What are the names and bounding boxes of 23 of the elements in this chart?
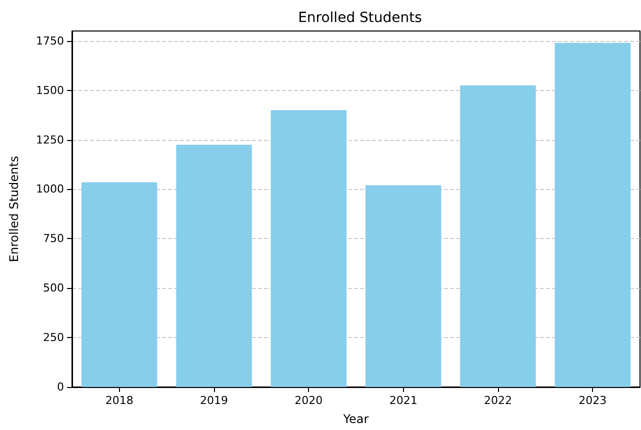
bar (270, 110, 347, 387)
bar (176, 144, 252, 387)
x-tick-label: 2020 (294, 394, 323, 407)
y-tick-label: 1500 (36, 84, 64, 97)
bar (460, 85, 536, 387)
y-tick-label: 750 (43, 232, 64, 246)
x-tick-label: 2018 (105, 394, 134, 407)
y-tick-label: 0 (57, 380, 64, 394)
x-tick-label: 2019 (200, 394, 228, 407)
y-tick-label: 1750 (36, 34, 64, 48)
bar (365, 185, 442, 387)
y-tick-label: 1250 (36, 133, 64, 146)
bar (554, 42, 631, 387)
x-tick-label: 2022 (484, 394, 512, 407)
bar (81, 182, 158, 387)
chart-title: Enrolled Students (298, 10, 422, 26)
x-tick-label: 2021 (389, 394, 418, 407)
y-tick-label: 1000 (36, 182, 64, 196)
x-tick-label: 2023 (578, 394, 607, 407)
y-tick-label: 250 (43, 331, 64, 344)
y-axis-title: Enrolled Students (7, 156, 21, 262)
y-tick-label: 500 (43, 282, 64, 295)
x-axis-title: Year (342, 412, 369, 426)
